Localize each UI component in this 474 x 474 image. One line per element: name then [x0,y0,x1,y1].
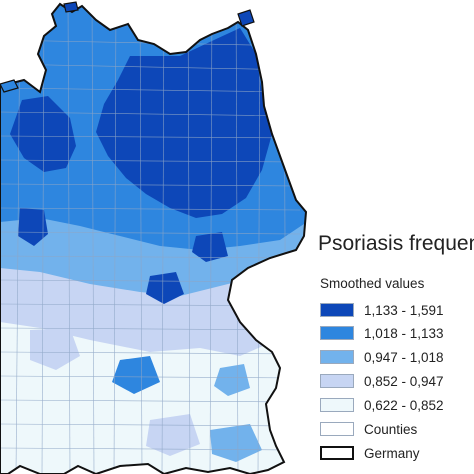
legend-label: Counties [364,421,418,437]
legend-label: 0,852 - 0,947 [364,373,444,389]
legend-label: 1,018 - 1,133 [364,325,444,341]
legend-item-class-2: 1,018 - 1,133 [320,324,444,342]
legend-swatch [320,374,354,388]
region-class-1-core [96,28,272,218]
legend-swatch [320,446,354,460]
county-boundaries [0,4,301,474]
legend-swatch [320,350,354,364]
island-north [63,1,79,13]
legend-title: Psoriasis frequen [318,232,474,255]
island-baltic [237,9,255,27]
legend-item-counties: Counties [320,420,417,438]
region-class-1-central [146,272,184,304]
region-class-2-south [112,356,160,394]
legend-item-class-5: 0,622 - 0,852 [320,396,444,414]
legend-swatch [320,303,354,317]
region-class-1-center-east [192,232,228,262]
legend-item-germany: Germany [320,444,420,462]
region-class-1-west [18,208,48,246]
region-class-4-south [146,414,200,456]
region-class-1-northwest [10,96,76,172]
legend-item-class-3: 0,947 - 1,018 [320,348,444,366]
legend-label: 1,133 - 1,591 [364,302,444,318]
island-west [0,79,19,93]
legend-subtitle: Smoothed values [320,276,425,291]
region-class-3-alps [210,424,262,462]
legend-swatch [320,422,354,436]
legend-label: 0,947 - 1,018 [364,349,444,365]
region-class-3-southeast [214,364,250,396]
legend-swatch [320,326,354,340]
legend-swatch [320,398,354,412]
legend-label: 0,622 - 0,852 [364,397,444,413]
legend-item-class-4: 0,852 - 0,947 [320,372,444,390]
legend-label: Germany [364,445,420,461]
legend-item-class-1: 1,133 - 1,591 [320,301,444,319]
